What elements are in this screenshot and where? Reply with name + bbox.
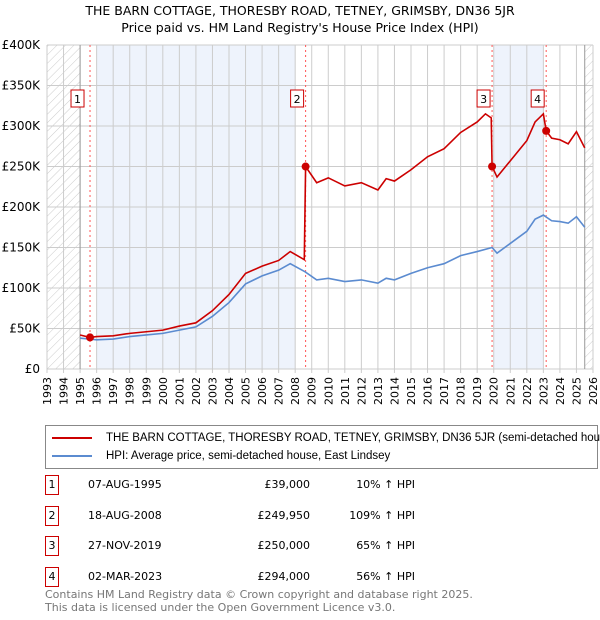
x-tick-label: 2011 bbox=[339, 377, 352, 405]
sale-date: 07-AUG-1995 bbox=[88, 478, 162, 491]
x-tick-label: 2001 bbox=[173, 377, 186, 405]
chart-subtitle: Price paid vs. HM Land Registry's House … bbox=[121, 20, 479, 35]
hpi-line bbox=[80, 214, 586, 341]
y-tick-label: £400K bbox=[2, 38, 42, 52]
y-tick-label: £150K bbox=[2, 241, 42, 255]
x-tick-label: 2012 bbox=[355, 377, 368, 405]
sale-price: £294,000 bbox=[257, 569, 311, 583]
sale-marker-label: 3 bbox=[480, 93, 487, 106]
y-tick-label: £300K bbox=[2, 119, 42, 133]
x-tick-label: 1999 bbox=[140, 377, 153, 405]
sale-marker-number: 1 bbox=[45, 475, 59, 495]
x-tick-label: 2008 bbox=[289, 377, 302, 405]
footer: Contains HM Land Registry data © Crown c… bbox=[45, 588, 473, 614]
licence-text: This data is licensed under the Open Gov… bbox=[45, 601, 396, 614]
x-tick-label: 1996 bbox=[91, 377, 104, 405]
x-tick-label: 1995 bbox=[74, 377, 87, 405]
x-tick-label: 2025 bbox=[570, 377, 583, 405]
sale-marker-number: 3 bbox=[45, 536, 59, 556]
sale-price: £39,000 bbox=[264, 478, 311, 491]
x-tick-label: 2017 bbox=[438, 377, 451, 405]
hpi-change: 10% ↑ HPI bbox=[356, 478, 415, 491]
sale-point bbox=[301, 162, 310, 171]
sale-marker-box bbox=[476, 89, 491, 108]
x-tick-label: 2022 bbox=[521, 377, 534, 405]
sale-price: £249,950 bbox=[257, 508, 311, 522]
copyright-text: Contains HM Land Registry data © Crown c… bbox=[45, 588, 473, 601]
sale-price: £250,000 bbox=[257, 539, 311, 552]
x-tick-label: 2000 bbox=[157, 377, 170, 405]
x-tick-label: 2003 bbox=[206, 377, 219, 405]
x-tick-label: 1994 bbox=[58, 377, 71, 405]
sale-date: 27-NOV-2019 bbox=[88, 539, 162, 552]
legend-item-property: THE BARN COTTAGE, THORESBY ROAD, TETNEY,… bbox=[52, 430, 600, 446]
chart-title: THE BARN COTTAGE, THORESBY ROAD, TETNEY,… bbox=[85, 3, 515, 18]
sale-date: 18-AUG-2008 bbox=[88, 508, 162, 522]
x-tick-label: 2021 bbox=[504, 377, 517, 405]
legend-item-hpi: HPI: Average price, semi-detached house,… bbox=[52, 448, 390, 464]
y-tick-label: £100K bbox=[2, 281, 42, 295]
sale-point bbox=[86, 333, 95, 342]
x-tick-label: 2023 bbox=[537, 377, 550, 405]
sale-marker-number: 2 bbox=[45, 505, 59, 526]
sale-marker-box bbox=[290, 89, 305, 108]
legend-label: HPI: Average price, semi-detached house,… bbox=[106, 450, 391, 462]
y-tick-label: £0 bbox=[25, 362, 40, 376]
x-tick-label: 2015 bbox=[405, 377, 418, 405]
legend-label: THE BARN COTTAGE, THORESBY ROAD, TETNEY,… bbox=[106, 432, 600, 444]
price-chart: 1993 1994 1995 1996 1997 1998 1999 2000 2001 2002… bbox=[2, 38, 600, 405]
x-tick-label: 2013 bbox=[372, 377, 385, 405]
y-tick-label: £250K bbox=[2, 160, 42, 174]
x-tick-label: 2007 bbox=[273, 377, 286, 405]
sale-marker-box bbox=[530, 89, 545, 108]
x-tick-label: 1993 bbox=[41, 377, 54, 405]
sale-marker-number: 4 bbox=[45, 566, 59, 587]
x-tick-label: 2024 bbox=[554, 377, 567, 405]
sale-point bbox=[488, 162, 497, 171]
sale-marker-label: 2 bbox=[294, 93, 301, 106]
x-tick-label: 2009 bbox=[306, 377, 319, 405]
hpi-change: 65% ↑ HPI bbox=[356, 539, 415, 552]
x-tick-label: 2005 bbox=[240, 377, 253, 405]
hpi-change: 56% ↑ HPI bbox=[356, 569, 415, 583]
x-tick-label: 1998 bbox=[124, 377, 137, 405]
legend-swatch bbox=[52, 455, 92, 457]
x-tick-label: 2014 bbox=[388, 377, 401, 405]
sale-marker-label: 4 bbox=[534, 93, 541, 106]
x-tick-label: 2010 bbox=[322, 377, 335, 405]
y-tick-label: £200K bbox=[2, 200, 42, 214]
property-price-line bbox=[79, 112, 586, 339]
x-tick-label: 1997 bbox=[107, 377, 120, 405]
x-tick-label: 2018 bbox=[455, 377, 468, 405]
x-tick-label: 2004 bbox=[223, 377, 236, 405]
hpi-change: 109% ↑ HPI bbox=[349, 508, 415, 522]
x-tick-label: 2026 bbox=[587, 377, 600, 405]
sale-date: 02-MAR-2023 bbox=[88, 569, 163, 583]
y-tick-label: £350K bbox=[2, 79, 42, 93]
x-tick-label: 2016 bbox=[422, 377, 435, 405]
x-tick-label: 2020 bbox=[488, 377, 501, 405]
x-tick-label: 2006 bbox=[256, 377, 269, 405]
sale-point bbox=[542, 126, 551, 135]
x-tick-label: 2019 bbox=[471, 377, 484, 405]
y-tick-label: £50K bbox=[9, 322, 41, 336]
legend: THE BARN COTTAGE, THORESBY ROAD, TETNEY,… bbox=[45, 425, 600, 469]
sale-marker-box bbox=[70, 89, 85, 108]
x-tick-label: 2002 bbox=[190, 377, 203, 405]
legend-swatch bbox=[52, 437, 92, 439]
sale-marker-label: 1 bbox=[74, 93, 81, 106]
